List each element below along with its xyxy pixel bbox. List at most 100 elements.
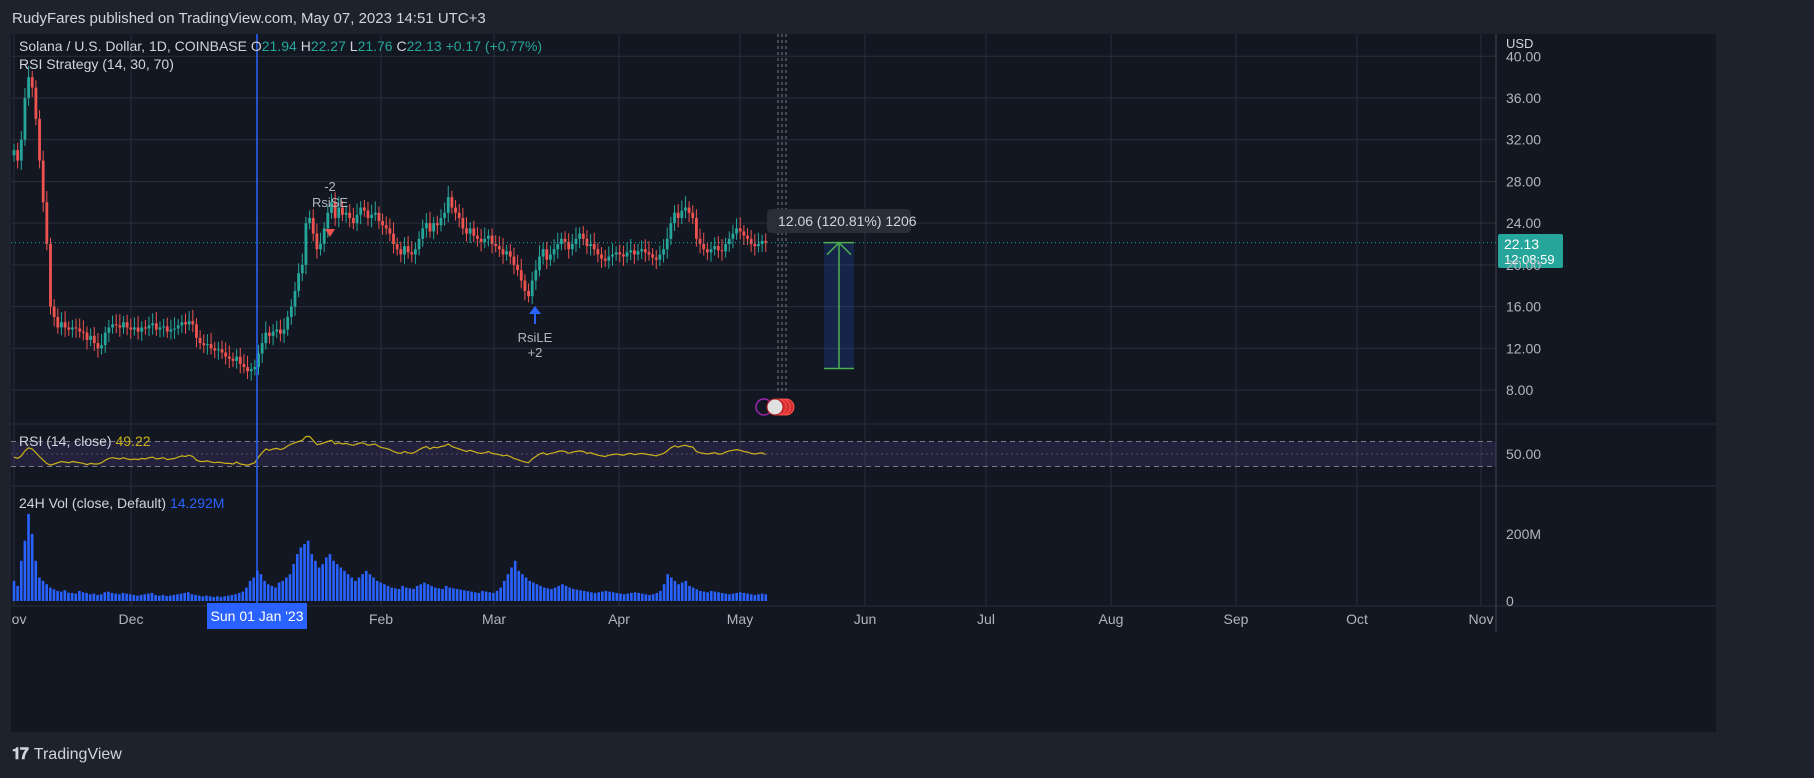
candle [764, 233, 768, 253]
volume-bar [608, 591, 611, 601]
rsi-tick-label: 50.00 [1506, 446, 1541, 462]
rsi-value: 49.22 [115, 433, 150, 449]
candle [538, 245, 541, 277]
candle [49, 237, 52, 315]
axes: 40.00 36.00 32.00 28.00 24.00 20.00 16.00 12.00… [11, 36, 1541, 627]
candle [505, 245, 509, 261]
volume-bar [626, 593, 630, 601]
volume-bar [150, 592, 154, 601]
candle [439, 209, 443, 232]
candle [523, 274, 527, 301]
short-name: RsiSE [312, 195, 348, 210]
vol-label: 24H Vol (close, Default) [19, 495, 170, 511]
candle [173, 317, 176, 339]
candle [74, 318, 78, 338]
candle [673, 205, 676, 231]
h-label: H [301, 38, 311, 54]
y-tick-label: 36.00 [1506, 90, 1541, 106]
volume-bar [720, 592, 724, 601]
candle [34, 80, 38, 126]
volume-bar [295, 554, 299, 601]
volume-bar [601, 591, 604, 601]
volume-bar [252, 577, 255, 601]
tradingview-logo[interactable]: 𝟏𝟕 TradingView [12, 746, 122, 764]
volume-bar [63, 590, 67, 601]
volume-bar [12, 580, 16, 601]
vol-tick-label: 200M [1506, 526, 1541, 542]
volume-bar [165, 595, 168, 601]
volume-bar [34, 560, 38, 601]
rsi-series [13, 435, 766, 466]
volume-bar [473, 592, 477, 601]
rsi-legend[interactable]: RSI (14, close) 49.22 [19, 433, 151, 449]
candle [735, 218, 738, 240]
candle [180, 314, 184, 334]
candle [629, 239, 633, 261]
candle [684, 196, 687, 219]
candle [651, 248, 655, 266]
volume-bar [408, 588, 412, 601]
candle [27, 65, 30, 106]
volume-bar [143, 594, 147, 601]
vol-legend[interactable]: 24H Vol (close, Default) 14.292M [19, 495, 224, 511]
volume-bar [372, 577, 375, 601]
volume-bar [579, 590, 582, 601]
volume-bar [321, 564, 324, 601]
volume-bar [662, 584, 666, 601]
candle [176, 319, 180, 335]
volume-bar [441, 588, 444, 601]
x-tick-label: Jun [854, 611, 877, 627]
x-tick-label: Nov [11, 611, 26, 627]
volume-bar [136, 595, 139, 601]
tradingview-mark-icon: 𝟏𝟕 [12, 746, 29, 763]
candle [264, 321, 268, 350]
volume-bar [386, 585, 390, 601]
candle [289, 299, 293, 325]
candle [191, 309, 195, 333]
volume-bar [88, 594, 92, 601]
candle [760, 234, 764, 252]
volume-bar [488, 592, 492, 601]
volume-bar [542, 587, 546, 601]
volume-bar [328, 554, 332, 601]
volume-bar [354, 580, 357, 601]
candle [81, 320, 85, 341]
chart-area[interactable]: 12.06 (120.81%) 1206 -2 RsiSE RsiLE +2 22.13 1… [11, 34, 1716, 732]
volume-bar [644, 594, 648, 601]
candle [330, 193, 333, 219]
candle [461, 207, 465, 235]
volume-bar [506, 574, 510, 601]
candle [435, 215, 439, 235]
x-tick-label: Sep [1224, 611, 1249, 627]
chart-canvas[interactable]: 12.06 (120.81%) 1206-2RsiSERsiLE+222.131… [11, 34, 1716, 732]
y-tick-label: 16.00 [1506, 299, 1541, 315]
volume-bar [746, 593, 749, 601]
candle [508, 243, 512, 265]
candle [716, 236, 720, 259]
candle [147, 316, 151, 337]
candle [691, 205, 695, 225]
candle [570, 234, 574, 256]
event-flags-icon[interactable] [755, 398, 795, 416]
candle [278, 319, 282, 342]
candle [545, 241, 549, 270]
volume-bar [194, 594, 197, 601]
price-range-measure[interactable]: 12.06 (120.81%) 1206 [767, 209, 917, 370]
volume-bar [499, 587, 502, 601]
strategy-legend[interactable]: RSI Strategy (14, 30, 70) [19, 56, 174, 72]
x-tick-label: Jul [977, 611, 995, 627]
volume-bar [19, 560, 23, 601]
candle [742, 225, 746, 246]
candle [468, 222, 472, 243]
symbol-legend[interactable]: Solana / U.S. Dollar, 1D, COINBASE O21.9… [19, 38, 542, 54]
price-candles [12, 65, 768, 381]
volume-bar [237, 592, 241, 601]
candle [16, 142, 20, 169]
crosshair-date-label: Sun 01 Jan '23 [207, 603, 307, 629]
volume-bar [38, 577, 41, 601]
volume-bar [430, 585, 433, 601]
l-label: L [350, 38, 358, 54]
candle [322, 222, 326, 252]
volume-bar [205, 595, 208, 601]
